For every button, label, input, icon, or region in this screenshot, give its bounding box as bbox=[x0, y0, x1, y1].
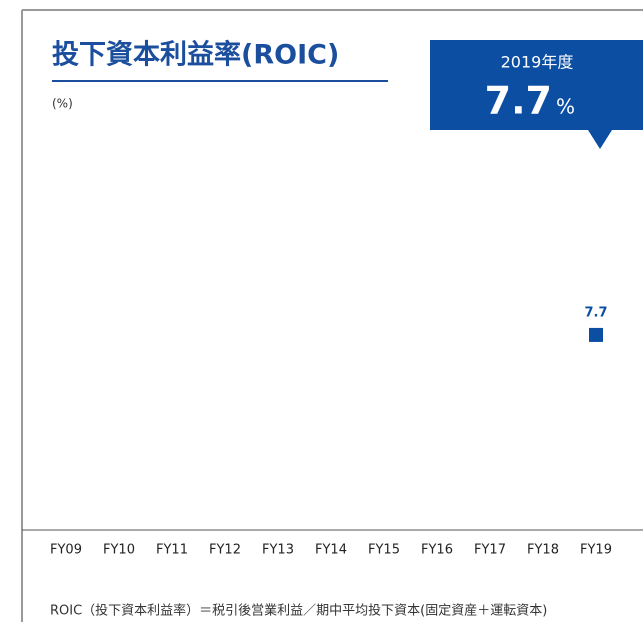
x-tick-label: FY17 bbox=[474, 543, 506, 558]
unit-label: (%) bbox=[52, 97, 73, 111]
callout-label: 2019年度 bbox=[501, 53, 574, 72]
x-tick-label: FY16 bbox=[421, 543, 453, 558]
footnote: ROIC（投下資本利益率）＝税引後営業利益／期中平均投下資本(固定資産＋運転資本… bbox=[50, 603, 547, 619]
callout-pointer bbox=[588, 130, 612, 149]
point-marker bbox=[589, 327, 603, 342]
chart-title: 投下資本利益率(ROIC) bbox=[52, 39, 339, 71]
callout-unit: % bbox=[556, 95, 575, 119]
x-tick-label: FY14 bbox=[315, 543, 347, 558]
x-tick-label: FY10 bbox=[103, 543, 135, 558]
x-tick-label: FY09 bbox=[50, 543, 82, 558]
x-tick-label: FY13 bbox=[262, 543, 294, 558]
x-tick-label: FY11 bbox=[156, 543, 188, 558]
x-tick-label: FY12 bbox=[209, 543, 241, 558]
x-tick-label: FY18 bbox=[527, 543, 559, 558]
x-tick-label: FY15 bbox=[368, 543, 400, 558]
x-tick-label: FY19 bbox=[580, 543, 612, 558]
data-label: 7.7 bbox=[584, 305, 607, 320]
callout-value: 7.7 bbox=[485, 79, 552, 123]
callout-box bbox=[430, 40, 643, 130]
